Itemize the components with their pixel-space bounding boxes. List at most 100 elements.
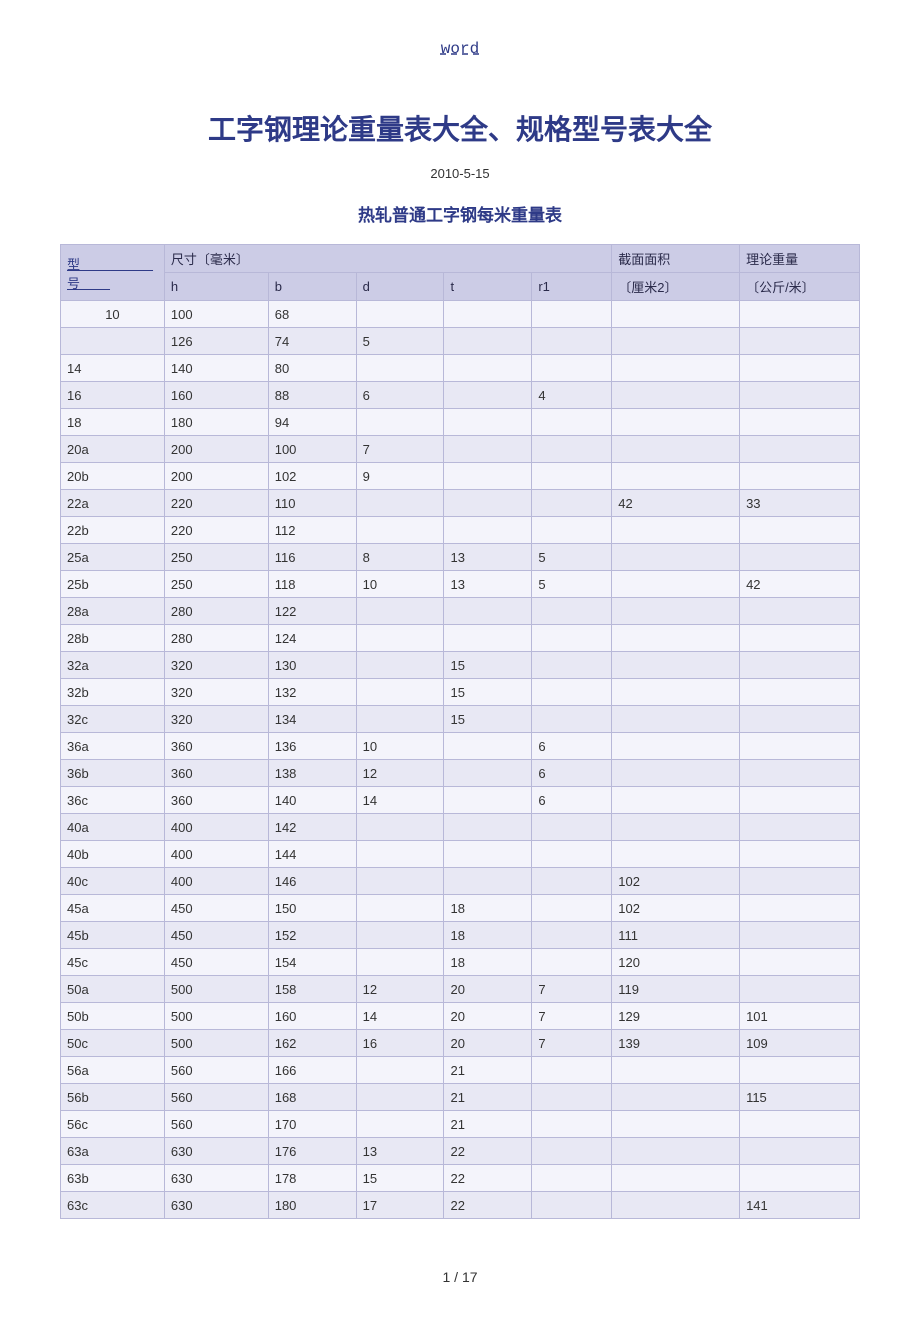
cell-r1: [532, 490, 612, 517]
cell-area: [612, 409, 740, 436]
cell-h: 250: [164, 544, 268, 571]
cell-d: [356, 706, 444, 733]
cell-b: 74: [268, 328, 356, 355]
cell-h: 630: [164, 1192, 268, 1219]
cell-t: 20: [444, 976, 532, 1003]
cell-model: 56c: [61, 1111, 165, 1138]
cell-r1: [532, 652, 612, 679]
cell-r1: [532, 463, 612, 490]
cell-d: [356, 490, 444, 517]
cell-d: 10: [356, 733, 444, 760]
table-body: 10100681267451414080161608864181809420a2…: [61, 301, 860, 1219]
table-row: 45b45015218111: [61, 922, 860, 949]
cell-weight: [740, 868, 860, 895]
cell-weight: [740, 841, 860, 868]
cell-area: [612, 625, 740, 652]
cell-t: 15: [444, 679, 532, 706]
cell-model: 22b: [61, 517, 165, 544]
cell-b: 178: [268, 1165, 356, 1192]
header-area: 截面面积: [612, 245, 740, 273]
cell-area: [612, 436, 740, 463]
cell-h: 560: [164, 1057, 268, 1084]
cell-b: 140: [268, 787, 356, 814]
cell-h: 630: [164, 1138, 268, 1165]
cell-model: [61, 328, 165, 355]
cell-b: 154: [268, 949, 356, 976]
cell-b: 130: [268, 652, 356, 679]
cell-model: 22a: [61, 490, 165, 517]
header-link: word: [60, 40, 860, 58]
cell-r1: [532, 922, 612, 949]
cell-model: 28b: [61, 625, 165, 652]
cell-model: 20b: [61, 463, 165, 490]
cell-area: [612, 598, 740, 625]
cell-weight: 42: [740, 571, 860, 598]
cell-b: 68: [268, 301, 356, 328]
cell-d: 13: [356, 1138, 444, 1165]
cell-h: 320: [164, 652, 268, 679]
cell-area: 102: [612, 895, 740, 922]
cell-t: [444, 463, 532, 490]
table-row: 28b280124: [61, 625, 860, 652]
cell-d: [356, 1057, 444, 1084]
cell-r1: [532, 328, 612, 355]
cell-area: [612, 733, 740, 760]
cell-model: 32a: [61, 652, 165, 679]
cell-t: 22: [444, 1138, 532, 1165]
cell-weight: 115: [740, 1084, 860, 1111]
cell-h: 630: [164, 1165, 268, 1192]
cell-b: 134: [268, 706, 356, 733]
cell-b: 136: [268, 733, 356, 760]
cell-area: 102: [612, 868, 740, 895]
table-row: 32b32013215: [61, 679, 860, 706]
cell-r1: [532, 409, 612, 436]
cell-b: 116: [268, 544, 356, 571]
cell-b: 110: [268, 490, 356, 517]
cell-model: 45c: [61, 949, 165, 976]
cell-area: [612, 1057, 740, 1084]
cell-h: 320: [164, 706, 268, 733]
cell-h: 320: [164, 679, 268, 706]
cell-t: 18: [444, 895, 532, 922]
cell-weight: [740, 382, 860, 409]
cell-r1: [532, 301, 612, 328]
cell-h: 250: [164, 571, 268, 598]
table-row: 63b6301781522: [61, 1165, 860, 1192]
cell-area: [612, 841, 740, 868]
cell-b: 100: [268, 436, 356, 463]
table-row: 40c400146102: [61, 868, 860, 895]
cell-h: 280: [164, 598, 268, 625]
cell-area: 119: [612, 976, 740, 1003]
table-row: 50b50016014207129101: [61, 1003, 860, 1030]
cell-model: 50c: [61, 1030, 165, 1057]
cell-weight: [740, 355, 860, 382]
main-title: 工字钢理论重量表大全、规格型号表大全: [60, 108, 860, 148]
cell-area: [612, 1138, 740, 1165]
cell-d: 14: [356, 787, 444, 814]
cell-weight: [740, 598, 860, 625]
cell-area: 111: [612, 922, 740, 949]
cell-model: 25a: [61, 544, 165, 571]
cell-b: 112: [268, 517, 356, 544]
cell-b: 162: [268, 1030, 356, 1057]
cell-area: [612, 571, 740, 598]
cell-area: [612, 814, 740, 841]
cell-h: 400: [164, 814, 268, 841]
cell-t: [444, 841, 532, 868]
table-row: 45a45015018102: [61, 895, 860, 922]
cell-t: [444, 328, 532, 355]
table-row: 56c56017021: [61, 1111, 860, 1138]
cell-model: 40b: [61, 841, 165, 868]
cell-t: [444, 436, 532, 463]
cell-d: 8: [356, 544, 444, 571]
cell-area: [612, 1192, 740, 1219]
table-row: 126745: [61, 328, 860, 355]
cell-t: [444, 760, 532, 787]
cell-r1: [532, 1138, 612, 1165]
table-row: 36b360138126: [61, 760, 860, 787]
cell-t: 20: [444, 1030, 532, 1057]
cell-d: 14: [356, 1003, 444, 1030]
cell-area: 120: [612, 949, 740, 976]
cell-area: [612, 1111, 740, 1138]
cell-b: 122: [268, 598, 356, 625]
